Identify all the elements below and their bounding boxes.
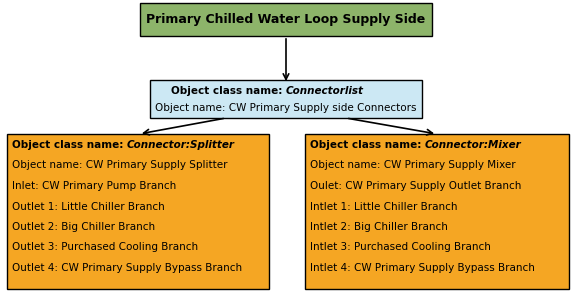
Text: Intlet 3: Purchased Cooling Branch: Intlet 3: Purchased Cooling Branch: [310, 243, 491, 253]
Text: Intlet 2: Big Chiller Branch: Intlet 2: Big Chiller Branch: [310, 222, 448, 232]
FancyBboxPatch shape: [305, 134, 569, 289]
Text: Inlet: CW Primary Pump Branch: Inlet: CW Primary Pump Branch: [12, 181, 176, 191]
Text: Object name: CW Primary Supply side Connectors: Object name: CW Primary Supply side Conn…: [155, 103, 417, 113]
Text: Connector:Splitter: Connector:Splitter: [127, 140, 235, 150]
Text: Object name: CW Primary Supply Mixer: Object name: CW Primary Supply Mixer: [310, 161, 516, 171]
FancyBboxPatch shape: [7, 134, 269, 289]
Text: Object name: CW Primary Supply Splitter: Object name: CW Primary Supply Splitter: [12, 161, 227, 171]
Text: Connector:Mixer: Connector:Mixer: [425, 140, 522, 150]
Text: Outlet 1: Little Chiller Branch: Outlet 1: Little Chiller Branch: [12, 201, 165, 211]
Text: Object class name:: Object class name:: [310, 140, 425, 150]
Text: Outlet 3: Purchased Cooling Branch: Outlet 3: Purchased Cooling Branch: [12, 243, 198, 253]
Text: Intlet 4: CW Primary Supply Bypass Branch: Intlet 4: CW Primary Supply Bypass Branc…: [310, 263, 535, 273]
Text: Object class name:: Object class name:: [12, 140, 127, 150]
Text: Outlet 4: CW Primary Supply Bypass Branch: Outlet 4: CW Primary Supply Bypass Branc…: [12, 263, 242, 273]
Text: Primary Chilled Water Loop Supply Side: Primary Chilled Water Loop Supply Side: [147, 13, 426, 26]
Text: Connectorlist: Connectorlist: [286, 86, 364, 96]
Text: Object class name:: Object class name:: [171, 86, 286, 96]
Text: Intlet 1: Little Chiller Branch: Intlet 1: Little Chiller Branch: [310, 201, 458, 211]
Text: Outlet 2: Big Chiller Branch: Outlet 2: Big Chiller Branch: [12, 222, 155, 232]
Text: Oulet: CW Primary Supply Outlet Branch: Oulet: CW Primary Supply Outlet Branch: [310, 181, 522, 191]
FancyBboxPatch shape: [150, 80, 422, 118]
FancyBboxPatch shape: [140, 3, 432, 36]
